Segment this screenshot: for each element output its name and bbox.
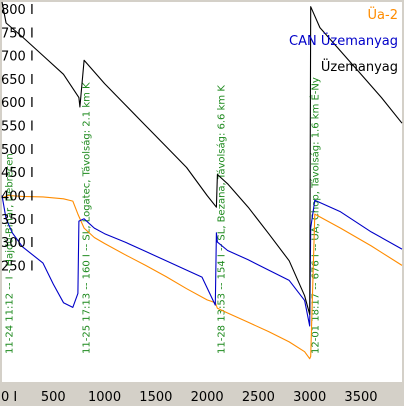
- event-annotation-2: 11-28 13:53 -- 154 I -- SL, Bezana, Távo…: [215, 85, 227, 354]
- y-tick-label-9: 350 I: [1, 213, 34, 228]
- legend-entry-0: Üa-2: [368, 6, 398, 23]
- y-tick-label-1: 750 I: [1, 26, 34, 41]
- x-tick-label-6: 3000: [293, 390, 326, 405]
- x-tick-label-2: 1000: [88, 390, 121, 405]
- y-tick-label-6: 500 I: [1, 143, 34, 158]
- y-tick-label-5: 550 I: [1, 120, 34, 135]
- y-tick-label-8: 400 I: [1, 189, 34, 204]
- event-annotation-0: 11-24 11:12 -- I - Hajdú-Bihar, Debrecen: [4, 153, 16, 354]
- x-tick-label-0: 0 I: [1, 390, 17, 405]
- y-tick-label-2: 700 I: [1, 50, 34, 65]
- x-tick-label-3: 1500: [139, 390, 172, 405]
- x-tick-label-5: 2500: [242, 390, 275, 405]
- x-tick-label-1: 500: [41, 390, 66, 405]
- series-line-1: [1, 195, 403, 327]
- plot-area: [2, 2, 402, 382]
- legend-entry-2: Üzemanyag: [321, 58, 398, 75]
- legend-entry-1: CAN Üzemanyag: [289, 32, 398, 49]
- x-tick-label-7: 3500: [344, 390, 377, 405]
- y-tick-label-7: 450 I: [1, 166, 34, 181]
- y-tick-label-3: 650 I: [1, 73, 34, 88]
- y-tick-label-10: 300 I: [1, 236, 34, 251]
- y-tick-label-11: 250 I: [1, 259, 34, 274]
- y-tick-label-4: 600 I: [1, 96, 34, 111]
- event-annotation-1: 11-25 17:13 -- 160 I -- SL, Logatec, Táv…: [80, 82, 92, 354]
- series-line-2: [1, 1, 403, 315]
- x-tick-label-4: 2000: [191, 390, 224, 405]
- y-tick-label-0: 800 I: [1, 3, 34, 18]
- series-line-0: [1, 194, 403, 360]
